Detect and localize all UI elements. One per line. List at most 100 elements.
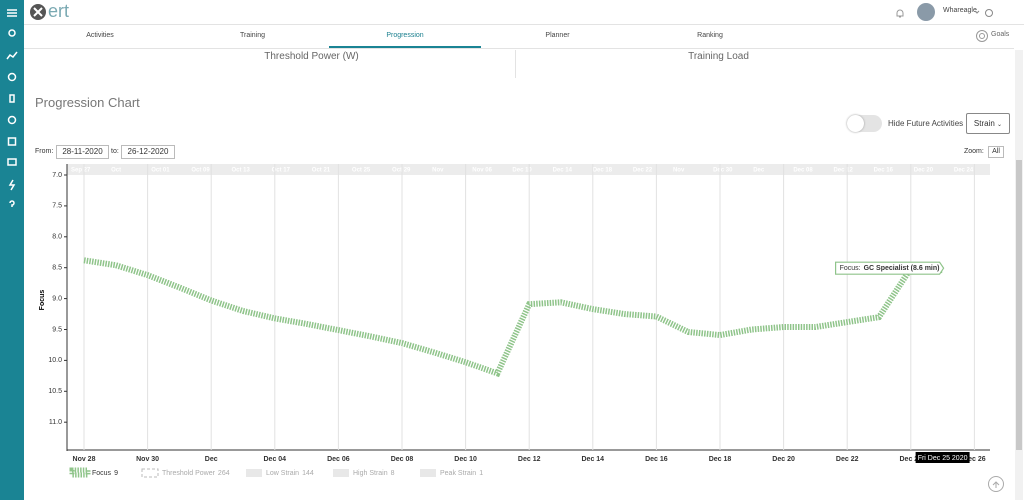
- tab[interactable]: Progression: [329, 25, 481, 48]
- goals-icon[interactable]: [975, 29, 989, 43]
- navigator-label: Dec 16: [874, 168, 894, 174]
- x-tick-label: Dec 10: [454, 456, 477, 463]
- legend-swatch-inactive: [333, 469, 349, 477]
- legend-swatch: [69, 467, 91, 478]
- legend-value: 9: [114, 470, 118, 477]
- user-name[interactable]: Whareagle: [943, 7, 977, 14]
- bell-icon[interactable]: [894, 7, 906, 19]
- y-tick-label: 9.5: [52, 326, 62, 333]
- y-tick-label: 8.5: [52, 265, 62, 272]
- y-tick-label: 7.0: [52, 172, 62, 179]
- group-icon[interactable]: [7, 158, 17, 166]
- y-tick-label: 9.0: [52, 295, 62, 302]
- logo-mark[interactable]: [28, 2, 50, 22]
- goals-link[interactable]: Goals: [991, 31, 1010, 38]
- power-icon[interactable]: [8, 179, 16, 191]
- tooltip: Focus: GC Specialist (8.6 min): [840, 265, 940, 272]
- sync-icon[interactable]: [7, 72, 17, 82]
- x-tick-label: Dec 06: [327, 456, 350, 463]
- navigator-label: Dec: [753, 168, 765, 174]
- x-tick-label: Nov 30: [136, 456, 159, 463]
- navigator-label: Nov: [673, 168, 685, 174]
- navigator-label: Dec 20: [914, 168, 934, 174]
- navigator-label: Dec 18: [593, 168, 613, 174]
- y-tick-label: 11.0: [49, 419, 62, 426]
- navigator-label: Dec 10: [512, 168, 532, 174]
- navigator-label: Oct 09: [191, 168, 210, 174]
- sidebar-icons: [6, 9, 18, 207]
- x-tick-label: Dec: [205, 456, 218, 463]
- tooltip-text: GC Specialist (8.6 min): [864, 265, 940, 272]
- scrollbar[interactable]: [1015, 50, 1023, 500]
- y-tick-label: 7.5: [52, 203, 62, 210]
- legend-item: Focus 9: [92, 470, 118, 477]
- tab[interactable]: Activities: [86, 32, 114, 39]
- x-tick-label: Dec 04: [264, 456, 287, 463]
- metric-select[interactable]: Strain ⌄: [966, 113, 1010, 134]
- x-tick-label: Dec 26: [963, 456, 986, 463]
- x-tick-label: Dec 16: [645, 456, 668, 463]
- toggle-label: Hide Future Activities: [888, 119, 964, 128]
- crosshair-label-bg: [915, 452, 970, 463]
- legend-swatch-inactive: [141, 468, 159, 478]
- navigator-label: Nov: [432, 168, 444, 174]
- legend-name: Peak Strain: [440, 470, 476, 477]
- x-tick-label: Dec 22: [836, 456, 859, 463]
- legend-item-inactive: High Strain 8: [353, 470, 395, 477]
- x-tick-label: Dec 20: [772, 456, 795, 463]
- navigator-label: Nov 06: [472, 168, 492, 174]
- legend-item-inactive: Low Strain 144: [266, 470, 314, 477]
- tab[interactable]: Planner: [545, 32, 570, 39]
- navigator-label: Oct 13: [232, 168, 251, 174]
- to-input[interactable]: 26-12-2020: [121, 145, 175, 159]
- legend-name: Threshold Power: [162, 470, 216, 477]
- y-tick-label: 10.5: [48, 388, 62, 395]
- workout-icon[interactable]: [7, 137, 17, 146]
- focus-line: [83, 257, 943, 378]
- profile-icon[interactable]: [8, 29, 16, 37]
- device-icon[interactable]: [9, 94, 15, 103]
- to-label: to:: [111, 148, 119, 155]
- tooltip-label: Focus:: [840, 265, 861, 272]
- metric-value: Strain: [973, 119, 995, 128]
- y-axis-title: Focus: [39, 290, 46, 311]
- navigator-label: Oct 21: [312, 168, 331, 174]
- subtab-divider: [515, 50, 516, 78]
- from-label: From:: [35, 148, 54, 155]
- tab[interactable]: Training: [239, 32, 266, 39]
- logo-text: ert: [48, 1, 70, 21]
- tabs-divider: [24, 48, 1014, 49]
- chart-icon[interactable]: [6, 51, 18, 60]
- subtab[interactable]: Threshold Power (W): [264, 51, 359, 62]
- legend-item-inactive: Peak Strain 1: [440, 470, 483, 477]
- from-input[interactable]: 28-11-2020: [56, 145, 109, 159]
- scroll-top-button[interactable]: [988, 476, 1004, 492]
- menu-icon[interactable]: [7, 9, 17, 17]
- scroll-top-arrow: [992, 481, 1000, 488]
- legend-value: 264: [218, 470, 230, 477]
- help-icon[interactable]: [9, 200, 15, 207]
- avatar[interactable]: [917, 3, 935, 21]
- navigator-label: Dec 14: [553, 168, 573, 174]
- y-tick-label: 10.0: [48, 357, 62, 364]
- legend-value: 8: [391, 470, 395, 477]
- x-tick-label: Dec 14: [582, 456, 605, 463]
- zoom-label: Zoom:: [964, 148, 984, 155]
- legend-swatch-inactive: [246, 469, 262, 477]
- zoom-button[interactable]: All: [988, 146, 1004, 158]
- navigator-label: Oct: [111, 168, 121, 174]
- navigator-label: Oct 17: [272, 168, 291, 174]
- navigator-label: Dec 24: [954, 168, 974, 174]
- toggle[interactable]: [847, 115, 882, 132]
- navigator-bar[interactable]: [67, 164, 990, 175]
- user-menu-icons[interactable]: [974, 8, 994, 18]
- subtab[interactable]: Training Load: [688, 51, 749, 62]
- gauge-icon[interactable]: [7, 115, 17, 125]
- navigator-label: Dec 08: [793, 168, 813, 174]
- page-title: Progression Chart: [35, 95, 140, 110]
- y-tick-label: 8.0: [52, 234, 62, 241]
- tab[interactable]: Ranking: [697, 32, 723, 39]
- navigator-label: Oct 01: [151, 168, 170, 174]
